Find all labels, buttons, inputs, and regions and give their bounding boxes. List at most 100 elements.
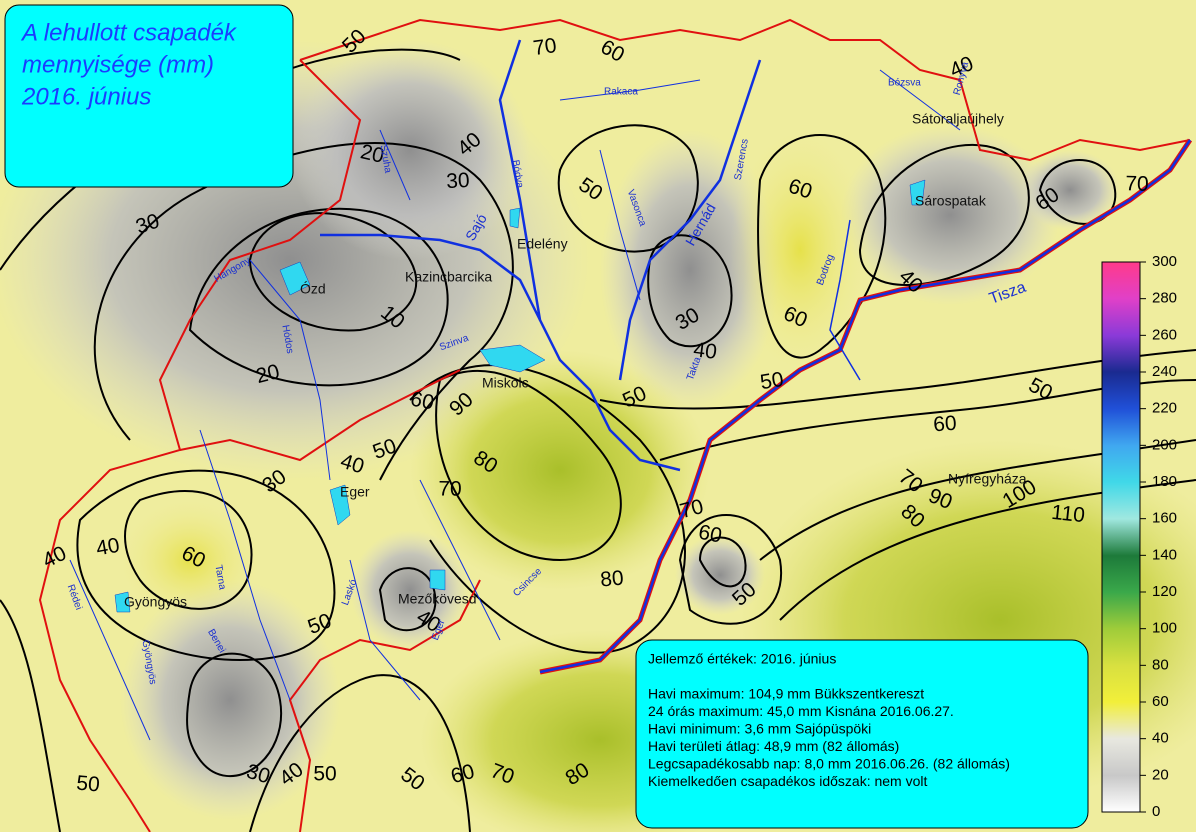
contour: [0, 599, 61, 832]
contour: [186, 652, 283, 778]
borders: [38, 18, 1193, 832]
tick-label: 100: [1152, 620, 1177, 637]
lake: [114, 591, 131, 613]
place-name: Nyíregyháza: [948, 471, 1027, 487]
contour: [557, 124, 699, 253]
place-name: Eger: [340, 484, 370, 500]
river: [69, 69, 961, 741]
tick-label: 300: [1152, 253, 1177, 270]
contour: [678, 514, 783, 625]
tick-label: 260: [1152, 326, 1177, 343]
title-line: mennyisége (mm): [22, 51, 214, 78]
lake: [509, 207, 521, 229]
tick-label: 140: [1152, 546, 1177, 563]
contour-label: 40: [692, 338, 718, 364]
contour: [1038, 159, 1117, 225]
contour-label: 70: [1125, 172, 1149, 196]
place-name: Ózd: [300, 281, 326, 297]
info-heading: Jellemző értékek: 2016. június: [648, 651, 836, 667]
contour: [599, 349, 1196, 410]
border: [179, 369, 461, 462]
contour: [378, 567, 437, 632]
place-name: Sátoraljaújhely: [912, 111, 1004, 127]
tick-label: 180: [1152, 473, 1177, 490]
contour-label: 50: [313, 763, 336, 786]
lakes: [114, 179, 926, 613]
lake: [909, 179, 926, 206]
tick-label: 20: [1152, 766, 1169, 783]
wet-area: [120, 500, 260, 620]
river: [320, 233, 542, 321]
dry-area: [120, 580, 340, 820]
info-line: Kiemelkedően csapadékos időszak: nem vol…: [648, 773, 927, 789]
contour: [76, 469, 336, 662]
place-name: Mezőkövesd: [398, 591, 477, 607]
contour-label: 60: [697, 521, 724, 548]
lake: [479, 344, 546, 373]
info-line: Havi minimum: 3,6 mm Sajópüspöki: [648, 721, 871, 737]
dry-area: [675, 535, 765, 615]
river-name: Szuha: [377, 144, 393, 174]
contour: [698, 536, 747, 588]
title-line: A lehullott csapadék: [20, 19, 238, 46]
contour-label: 60: [408, 387, 436, 414]
contour-label: 50: [75, 772, 100, 797]
river-name: Rakaca: [604, 87, 638, 98]
info-line: Havi maximum: 104,9 mm Bükkszentkereszt: [648, 686, 924, 702]
contour: [249, 674, 471, 832]
dry-area: [840, 125, 1060, 305]
contour: [435, 369, 622, 562]
tick-label: 0: [1152, 803, 1160, 820]
contours: [0, 48, 1196, 832]
contour: [124, 489, 253, 610]
tick-label: 40: [1152, 730, 1169, 747]
place-name: Edelény: [517, 236, 568, 252]
tick-label: 200: [1152, 436, 1177, 453]
river: [829, 219, 861, 381]
contour-label: 70: [532, 34, 558, 60]
river: [618, 59, 762, 381]
lake: [329, 484, 351, 526]
title-box: [4, 4, 294, 188]
lake: [279, 261, 311, 296]
colorbar: [1101, 261, 1141, 813]
tick-label: 240: [1152, 363, 1177, 380]
contour-label: 110: [1050, 501, 1086, 527]
border: [299, 18, 1191, 162]
river-name: Bózsva: [888, 78, 921, 89]
place-name: Kazincbarcika: [405, 269, 492, 285]
contour-label: 20: [254, 360, 282, 388]
river-name: Tarna: [212, 564, 227, 591]
place-name: Sárospatak: [915, 193, 987, 209]
tick-label: 60: [1152, 693, 1169, 710]
contour-label: 30: [446, 169, 471, 193]
dry-area: [600, 130, 780, 410]
place-name: Gyöngyös: [124, 594, 187, 610]
info-line: Havi területi átlag: 48,9 mm (82 állomás…: [648, 738, 899, 754]
rivers: [69, 39, 961, 741]
dry-area: [290, 40, 530, 260]
contour-label: 20: [358, 140, 386, 168]
lake: [429, 569, 446, 591]
contour-label: 50: [759, 368, 786, 394]
border: [288, 579, 481, 832]
dry-area: [1020, 150, 1120, 230]
tick-label: 120: [1152, 583, 1177, 600]
tick-label: 280: [1152, 290, 1177, 307]
contour-label: 70: [438, 477, 462, 500]
contour-label: 80: [599, 567, 624, 592]
tick-label: 220: [1152, 400, 1177, 417]
contour: [647, 234, 733, 348]
contour: [93, 142, 514, 481]
place-name: Miskolc: [482, 375, 529, 391]
contour: [757, 134, 887, 359]
river-name: Hódos: [279, 324, 295, 354]
info-box: [635, 639, 1089, 829]
contour: [858, 144, 1030, 286]
tick-label: 160: [1152, 510, 1177, 527]
contour-label: 60: [932, 412, 957, 437]
info-line: 24 órás maximum: 45,0 mm Kisnána 2016.06…: [648, 703, 954, 719]
contour: [248, 212, 418, 332]
contour-label: 40: [94, 534, 121, 561]
